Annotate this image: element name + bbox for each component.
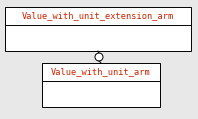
Circle shape <box>95 53 103 61</box>
Bar <box>5 7 191 51</box>
Text: Value_with_unit_arm: Value_with_unit_arm <box>51 67 151 77</box>
Text: Value_with_unit_extension_arm: Value_with_unit_extension_arm <box>22 12 174 20</box>
Bar <box>42 63 160 107</box>
